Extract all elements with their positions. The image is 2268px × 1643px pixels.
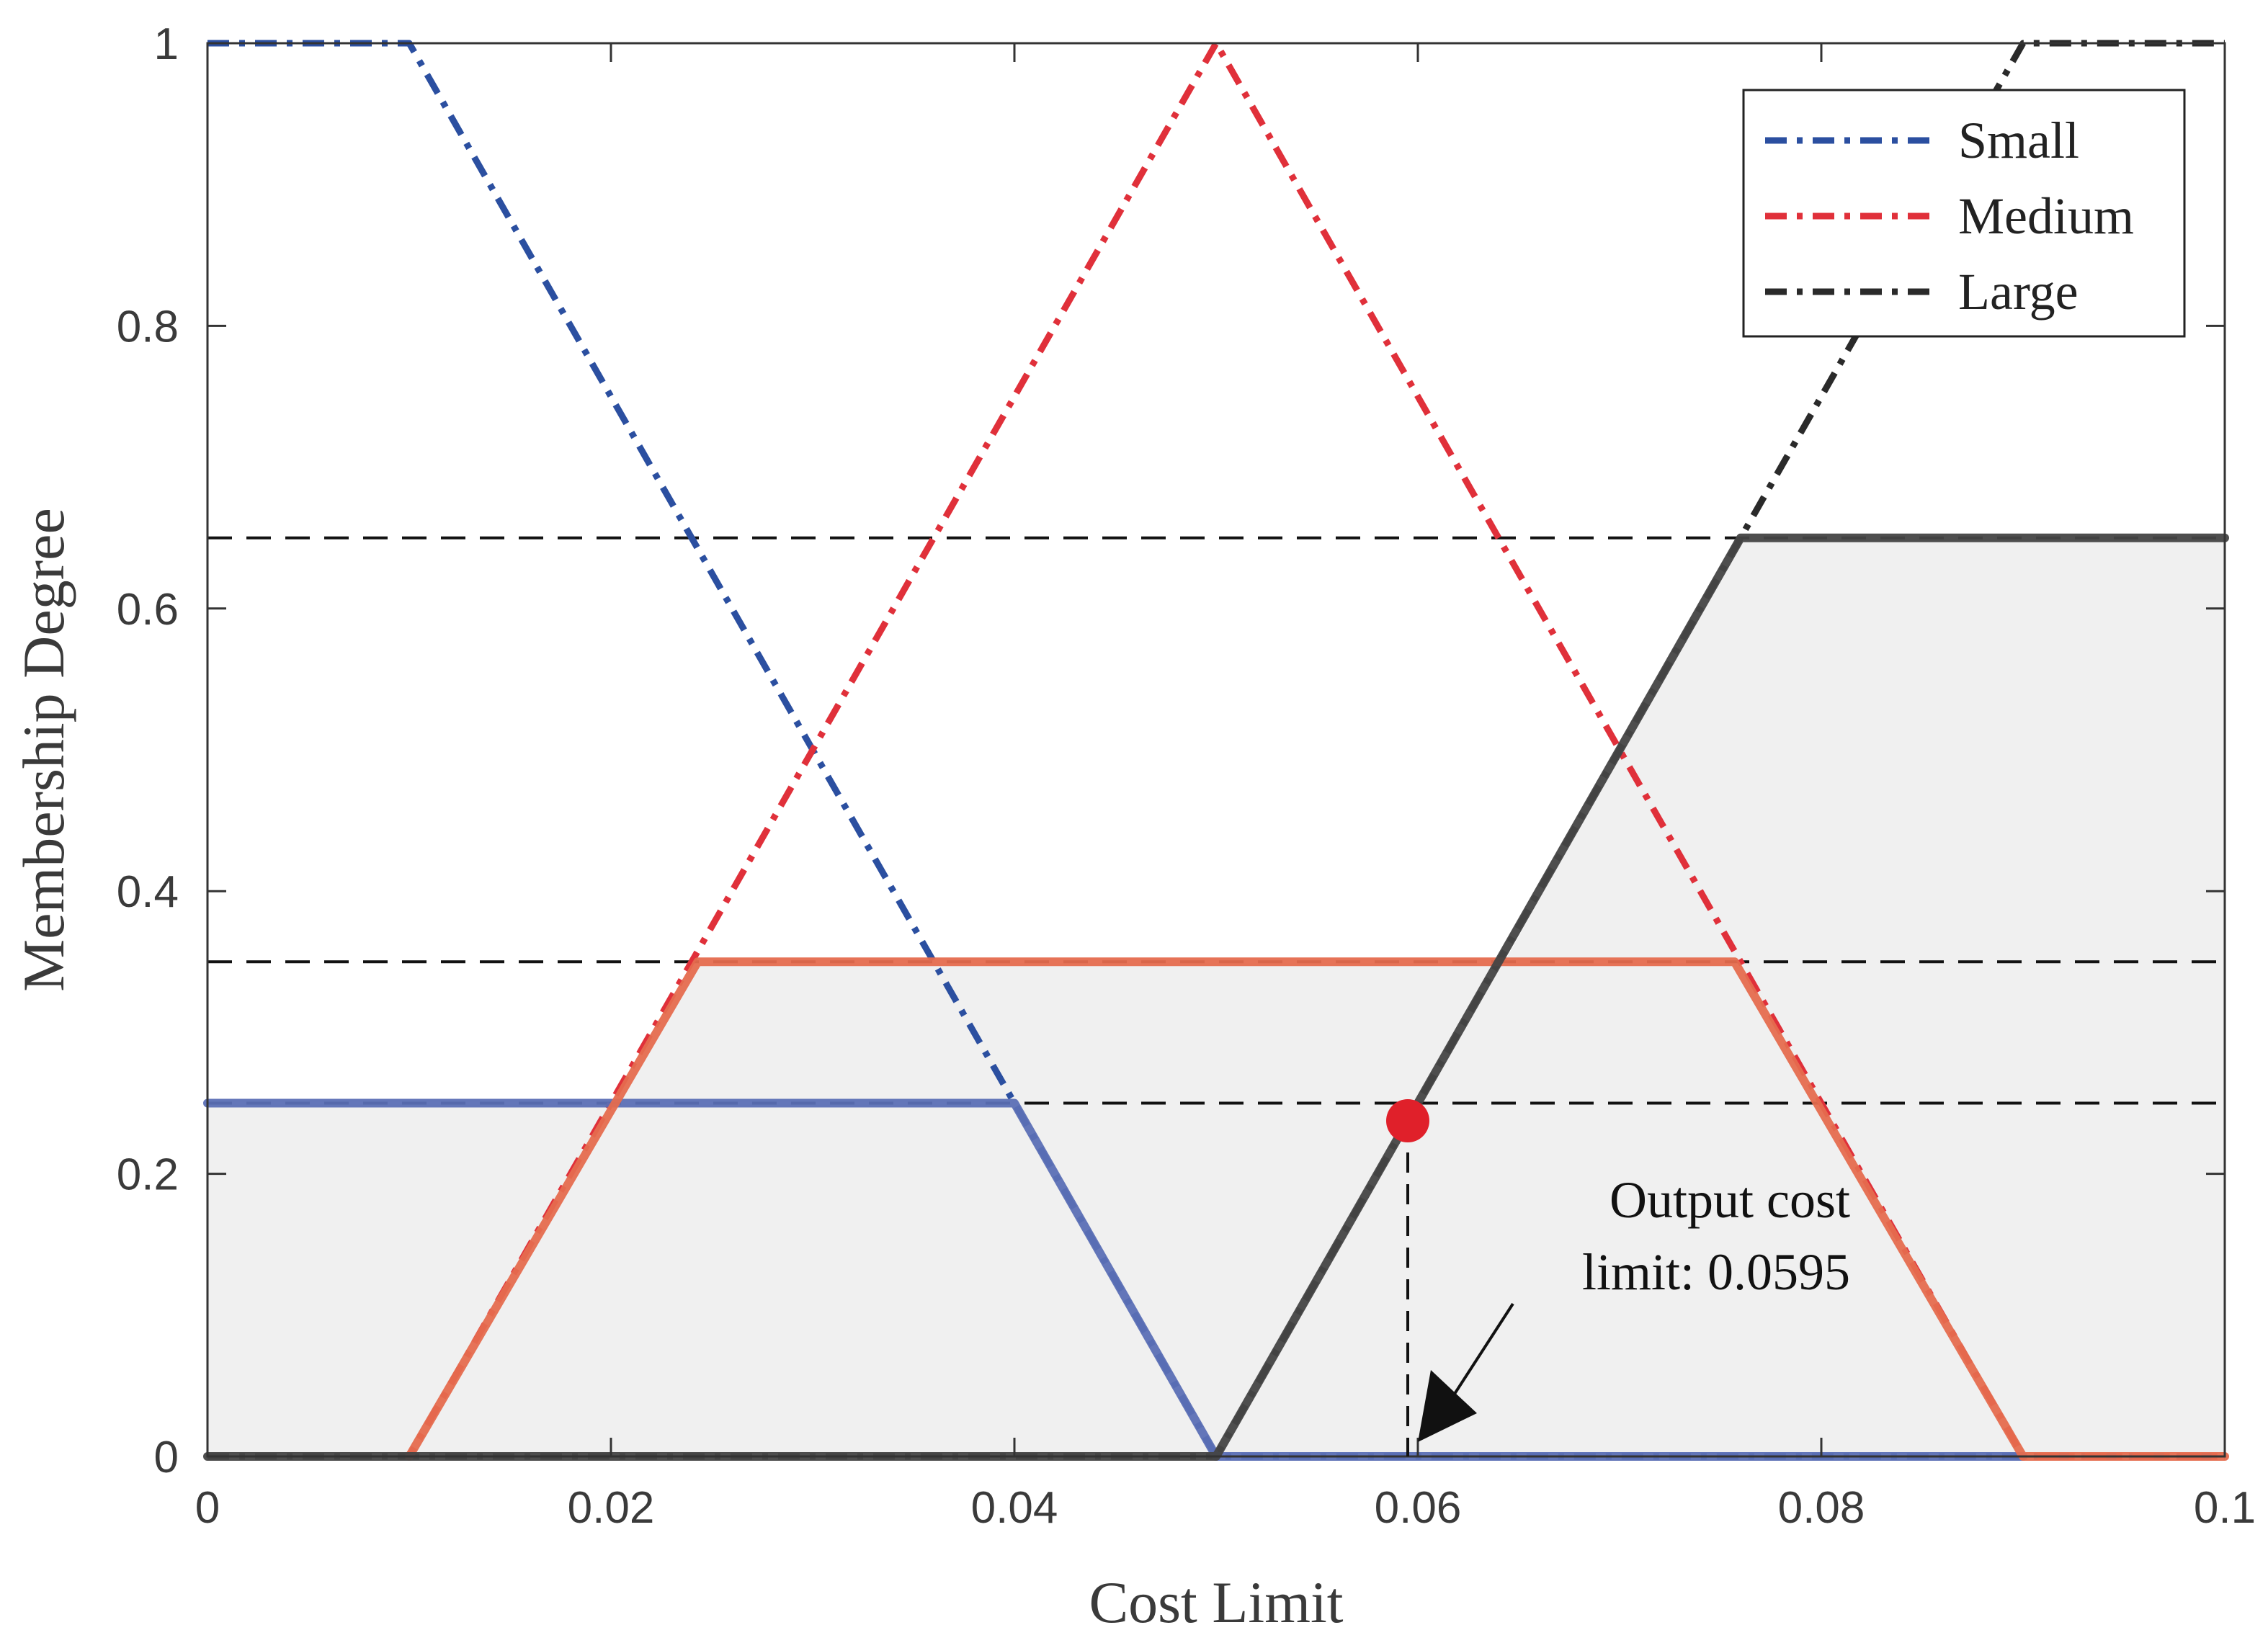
x-tick-label: 0.04 bbox=[971, 1483, 1058, 1533]
axes-layer bbox=[206, 42, 2226, 1458]
y-tick-label: 0.4 bbox=[117, 867, 179, 917]
aggregated-area bbox=[207, 537, 2225, 1457]
legend-label: Medium bbox=[1958, 187, 2134, 245]
plot-frame bbox=[206, 42, 2226, 1458]
y-tick-label: 0.2 bbox=[117, 1150, 179, 1200]
annotation-text-line: limit: 0.0595 bbox=[1582, 1243, 1850, 1301]
y-tick-label: 1 bbox=[154, 19, 179, 69]
x-tick-label: 0 bbox=[195, 1483, 220, 1533]
legend-label: Small bbox=[1958, 112, 2079, 169]
x-tick-label: 0.06 bbox=[1375, 1483, 1462, 1533]
x-axis-label: Cost Limit bbox=[1089, 1570, 1343, 1635]
output-point bbox=[1386, 1099, 1429, 1143]
annotation-arrow-shaft bbox=[1445, 1302, 1514, 1407]
y-tick-label: 0 bbox=[154, 1433, 179, 1482]
legend-label: Large bbox=[1958, 263, 2079, 321]
x-tick-label: 0.02 bbox=[568, 1483, 655, 1533]
y-axis-label: Membership Degree bbox=[11, 508, 76, 992]
annotation-arrow-head bbox=[1418, 1370, 1477, 1442]
annotation-layer: Output cost limit: 0.0595 bbox=[1386, 1099, 1850, 1456]
x-tick-label: 0.1 bbox=[2194, 1483, 2256, 1533]
y-tick-label: 0.6 bbox=[117, 585, 179, 635]
y-tick-label: 0.8 bbox=[117, 302, 179, 352]
ticks-layer: 0 0.02 0.04 0.06 0.08 0.1 0 0.2 0.4 0.6 0.8 1 bbox=[117, 19, 2256, 1533]
aggregated-area-layer bbox=[207, 537, 2225, 1457]
x-tick-label: 0.08 bbox=[1778, 1483, 1865, 1533]
annotation-text-line: Output cost bbox=[1610, 1171, 1850, 1229]
legend: Small Medium Large bbox=[1742, 89, 2186, 338]
